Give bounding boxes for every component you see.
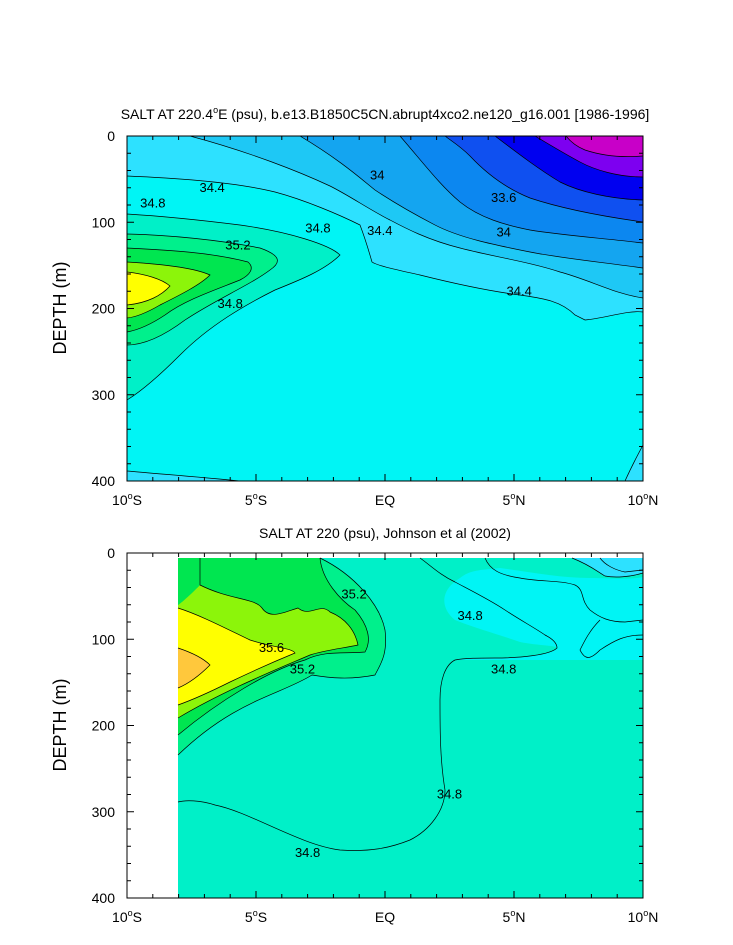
contour-lines-bottom [177,557,643,851]
contour-line [579,619,643,658]
contour-label: 35.2 [290,661,315,676]
contour-line [177,607,296,706]
y-tick-label: 300 [92,804,116,820]
contour-line [494,136,643,201]
x-tick-label: 10oS [112,908,142,925]
y-tick-label: 0 [107,545,115,561]
contour-line [127,271,171,306]
contour-line [177,557,386,756]
y-tick-label: 0 [107,128,115,144]
contour-label: 34.8 [437,787,462,802]
contour-labels-top: 34 34.4 33.6 34.8 34.8 34.4 34 35.2 34.4 34.8 [140,168,532,312]
axes-bottom: 0 100 200 300 400 10oS 5oS EQ 5oN 10oN [92,545,659,925]
fill-33-0 [566,136,643,157]
x-tick-label: EQ [375,492,395,508]
contour-line [127,247,252,333]
x-tick-label: EQ [375,909,395,925]
contour-line [565,136,643,157]
contour-line [177,558,359,719]
contour-labels-bottom: 35.2 34.8 35.6 34.8 35.2 34.8 34.8 [259,586,517,860]
contour-label: 33.6 [491,190,516,205]
contour-line [624,444,643,481]
contour-line [127,470,241,481]
contour-label: 35.2 [225,238,250,253]
panel-top: SALT AT 220.4oE (psu), b.e13.B1850C5CN.a… [50,105,658,508]
contour-line [399,136,643,244]
contour-line [127,261,211,319]
y-tick-label: 300 [92,387,116,403]
contour-label: 34.8 [305,220,330,235]
contour-label: 34 [370,168,384,183]
x-tick-label: 10oN [628,491,659,508]
contour-label: 34.8 [491,661,516,676]
panel-bottom: SALT AT 220 (psu), Johnson et al (2002) [50,525,658,925]
contour-label: 34.4 [199,180,224,195]
contour-label: 35.2 [341,586,366,601]
contour-label: 34.4 [507,283,532,298]
fill-34-6 [420,558,643,898]
fill-35-6 [127,272,170,305]
fill-35-2-pocket [178,558,200,605]
contour-line [127,233,278,346]
x-tick-label: 5oS [245,491,267,508]
fill-35-6 [178,608,295,705]
x-tick-label: 5oN [503,908,526,925]
contour-label: 35.6 [259,640,284,655]
contour-line [177,557,369,736]
contour-label: 34.8 [218,296,243,311]
y-tick-label: 400 [92,890,116,906]
y-axis-label-top: DEPTH (m) [50,262,70,355]
contour-line [571,557,643,578]
contour-line [127,213,341,401]
contour-line [299,136,643,269]
chart-title-bottom: SALT AT 220 (psu), Johnson et al (2002) [259,525,511,541]
contour-line [127,175,643,321]
y-tick-label: 200 [92,301,116,317]
y-tick-label: 100 [92,631,116,647]
contour-label: 34.8 [457,608,482,623]
x-tick-label: 10oS [112,491,142,508]
fill-35-8 [178,648,210,688]
contour-fills-bottom [178,558,643,898]
y-tick-label: 100 [92,214,116,230]
contour-line [534,136,643,178]
y-axis-label-bottom: DEPTH (m) [50,679,70,772]
contour-label: 34.8 [295,845,320,860]
x-tick-label: 5oN [503,491,526,508]
contour-line [599,557,643,573]
contour-line [484,557,643,623]
contour-line [444,136,643,223]
contour-line [189,136,643,299]
contour-label: 34 [496,225,510,240]
contour-lines-top [127,136,643,481]
x-tick-label: 5oS [245,908,267,925]
contour-line [177,647,211,689]
y-tick-label: 400 [92,473,116,489]
contour-label: 34.8 [140,195,165,210]
x-tick-label: 10oN [628,908,659,925]
contour-label: 34.4 [367,223,392,238]
contour-fills-top [127,136,643,481]
axes-top: 0 100 200 300 400 10oS 5oS EQ 5oN 10oN [92,128,659,508]
y-tick-label: 200 [92,718,116,734]
chart-title-top: SALT AT 220.4oE (psu), b.e13.B1850C5CN.a… [121,105,650,122]
contour-line [177,557,558,851]
